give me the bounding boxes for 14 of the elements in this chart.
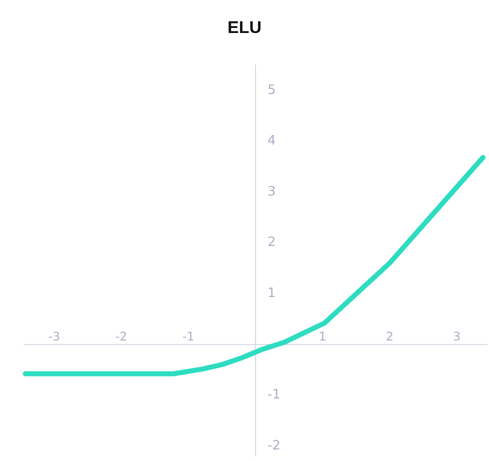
y-tick-label: 1 (268, 286, 276, 302)
y-tick-label: -2 (268, 438, 280, 454)
x-tick-label: 2 (386, 329, 394, 344)
y-tick-label: -1 (268, 388, 280, 403)
y-tick-label: 2 (268, 235, 276, 250)
x-tick-label: 3 (452, 329, 461, 344)
y-tick-label: 5 (268, 82, 276, 98)
x-tick-label: -2 (115, 329, 128, 344)
x-tick-label: -3 (48, 329, 60, 344)
x-tick-label: 1 (318, 329, 326, 344)
y-tick-label: 3 (268, 184, 276, 200)
x-tick-label: -1 (182, 329, 194, 344)
chart-title: ELU (228, 18, 262, 37)
y-tick-label: 4 (268, 134, 276, 149)
